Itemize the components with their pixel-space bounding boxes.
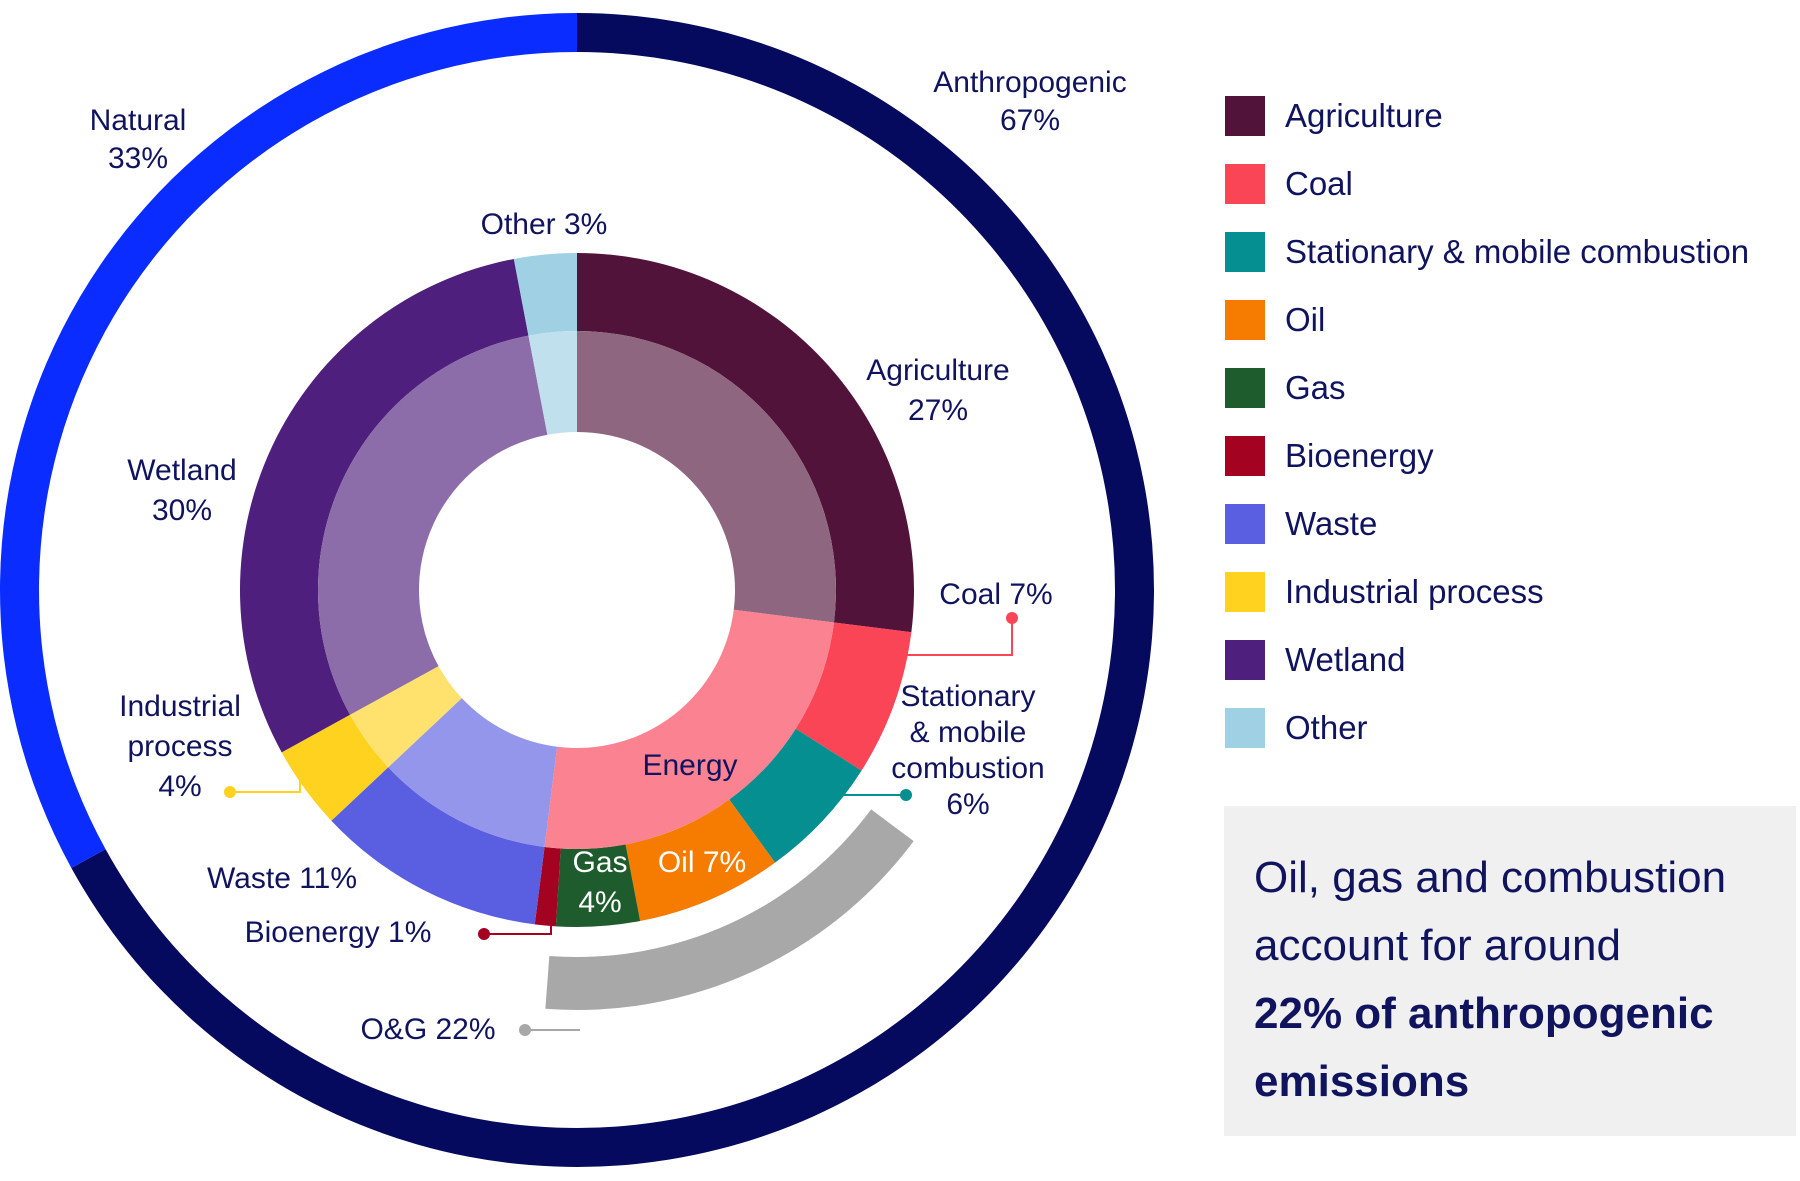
slice-inner-other	[528, 331, 577, 435]
legend-label: Waste	[1285, 505, 1378, 542]
legend-swatch	[1225, 96, 1265, 136]
methane-emissions-donut-chart: Energy Natural 33% Anthropogenic 67% Agricult…	[0, 13, 1154, 1168]
callout-line-3: 22% of anthropogenic	[1254, 989, 1714, 1038]
label-waste: Waste 11%	[207, 862, 357, 895]
legend-swatch	[1225, 572, 1265, 612]
legend-label: Oil	[1285, 301, 1326, 338]
slice-wetland	[240, 258, 529, 753]
label-bioenergy: Bioenergy 1%	[245, 916, 432, 949]
og-dot	[519, 1024, 531, 1036]
slice-inner-wetland	[318, 335, 548, 715]
legend-label: Gas	[1285, 369, 1346, 406]
bioenergy-leader	[484, 918, 552, 935]
industrial-process-dot	[224, 786, 236, 798]
legend-label: Stationary & mobile combustion	[1285, 233, 1750, 270]
legend-label: Wetland	[1285, 641, 1406, 678]
coal-leader	[906, 618, 1013, 656]
slice-other	[513, 253, 577, 336]
slice-oil	[625, 799, 776, 922]
label-anthropogenic: Anthropogenic 67%	[933, 66, 1126, 137]
callout-line-4: emissions	[1254, 1057, 1470, 1106]
label-natural: Natural 33%	[90, 104, 187, 175]
callout-line-2: account for around	[1254, 921, 1621, 970]
label-og: O&G 22%	[360, 1013, 495, 1046]
label-gas: Gas 4%	[572, 846, 627, 919]
legend-swatch	[1225, 164, 1265, 204]
legend-item-oil: Oil	[1225, 286, 1749, 354]
legend: Agriculture Coal Stationary & mobile combu…	[1225, 82, 1749, 762]
slice-industrial-process	[281, 714, 389, 821]
legend-swatch	[1225, 300, 1265, 340]
legend-swatch	[1225, 504, 1265, 544]
callout-box: Oil, gas and combustion account for arou…	[1224, 806, 1796, 1136]
legend-label: Bioenergy	[1285, 437, 1434, 474]
callout-text: Oil, gas and combustion account for arou…	[1254, 844, 1766, 1116]
slice-agriculture	[577, 253, 914, 633]
energy-group-label: Energy	[642, 749, 737, 782]
label-agriculture: Agriculture 27%	[866, 354, 1009, 427]
slice-bioenergy	[534, 846, 561, 927]
legend-label: Agriculture	[1285, 97, 1443, 134]
coal-dot	[1006, 612, 1018, 624]
legend-item-agriculture: Agriculture	[1225, 82, 1749, 150]
legend-item-waste: Waste	[1225, 490, 1749, 558]
slice-coal	[795, 622, 912, 771]
label-other: Other 3%	[481, 208, 608, 241]
legend-item-other: Other	[1225, 694, 1749, 762]
legend-item-coal: Coal	[1225, 150, 1749, 218]
legend-swatch	[1225, 640, 1265, 680]
legend-swatch	[1225, 708, 1265, 748]
legend-swatch	[1225, 436, 1265, 476]
legend-label: Other	[1285, 709, 1368, 746]
slice-stationary-and-mobile-combustion	[729, 728, 862, 863]
combustion-dot	[900, 789, 912, 801]
legend-item-gas: Gas	[1225, 354, 1749, 422]
legend-item-bioenergy: Bioenergy	[1225, 422, 1749, 490]
label-stationary-mobile-combustion: Stationary & mobile combustion 6%	[891, 680, 1044, 821]
slice-inner-waste	[388, 698, 558, 847]
legend-swatch	[1225, 368, 1265, 408]
callout-line-1: Oil, gas and combustion	[1254, 853, 1727, 902]
legend-label: Coal	[1285, 165, 1353, 202]
legend-item-wetland: Wetland	[1225, 626, 1749, 694]
slice-inner-industrial-process	[350, 666, 462, 768]
legend-item-industrial-process: Industrial process	[1225, 558, 1749, 626]
legend-label: Industrial process	[1285, 573, 1544, 610]
outer-slice-natural	[0, 13, 578, 868]
slice-gas	[555, 844, 641, 927]
og-highlight-arc	[545, 809, 914, 1010]
bioenergy-dot	[478, 928, 490, 940]
legend-swatch	[1225, 232, 1265, 272]
slice-inner-energy	[544, 609, 834, 849]
label-oil: Oil 7%	[658, 846, 746, 879]
legend-item-stationary-and-mobile-combustion: Stationary & mobile combustion	[1225, 218, 1749, 286]
label-coal: Coal 7%	[939, 578, 1052, 611]
label-wetland: Wetland 30%	[127, 454, 237, 527]
industrial-process-leader	[230, 772, 301, 793]
label-industrial-process: Industrial process 4%	[119, 690, 241, 803]
slice-inner-agriculture	[577, 331, 836, 623]
slice-waste	[331, 767, 545, 925]
